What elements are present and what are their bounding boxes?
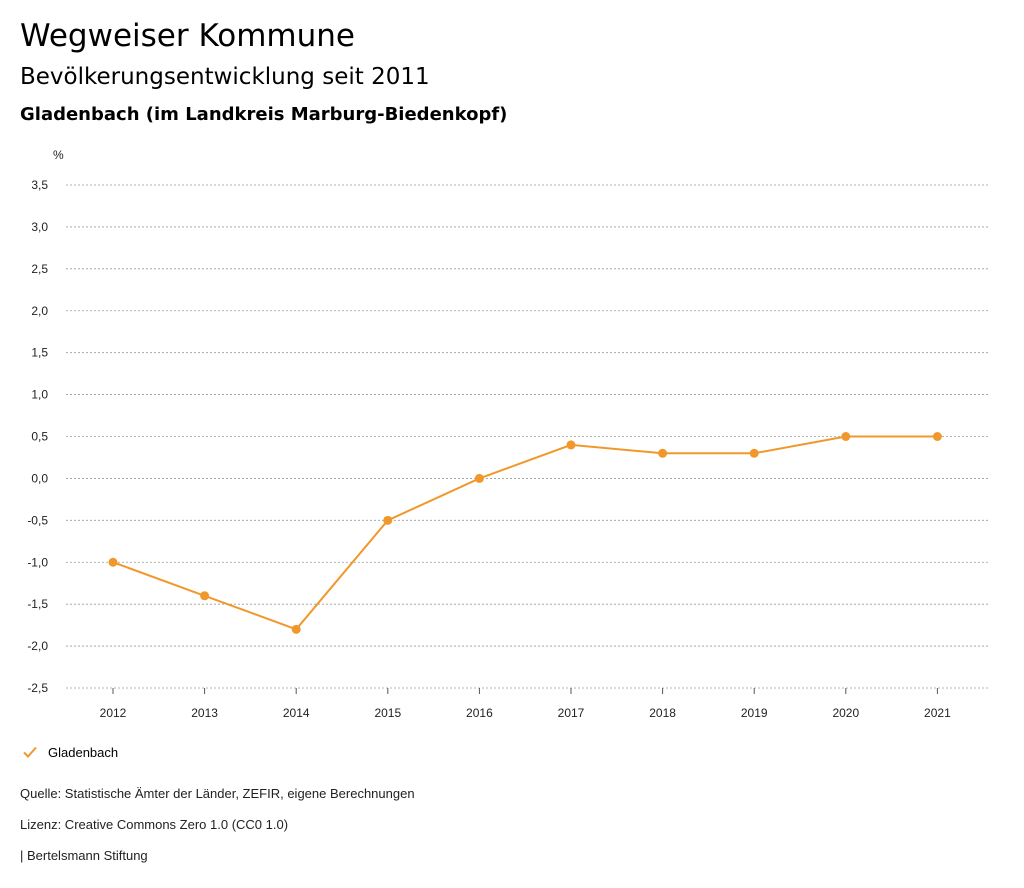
grid-lines: [66, 184, 990, 689]
y-axis-ticks: 3,5 3,0 2,5 2,0 1,5 1,0 0,5 0,0 -0,5 -1,0 -1,5 -2,0…: [27, 178, 48, 695]
legend: Gladenbach: [22, 744, 118, 760]
region-label: Gladenbach (im Landkreis Marburg-Biedenk…: [20, 104, 508, 125]
line-chart: % 3,5 3,0 2,5 2,0 1,5 1,0 0,5 0,0 -0,5 -1,0 -1,5 -2…: [27, 148, 990, 720]
y-tick-label: 1,5: [31, 346, 48, 360]
y-tick-label: -2,5: [27, 681, 48, 695]
y-tick-label: -1,0: [27, 555, 48, 569]
y-tick-label: -1,5: [27, 597, 48, 611]
y-tick-label: -0,5: [27, 513, 48, 527]
check-icon: [23, 746, 37, 758]
x-tick-label: 2019: [741, 706, 768, 720]
y-tick-label: 3,0: [31, 220, 48, 234]
x-tick-label: 2021: [924, 706, 951, 720]
y-axis-unit-label: %: [53, 148, 64, 162]
y-tick-label: 2,0: [31, 304, 48, 318]
data-point[interactable]: [200, 591, 210, 601]
legend-label: Gladenbach: [48, 744, 119, 760]
license-note: Lizenz: Creative Commons Zero 1.0 (CC0 1…: [20, 817, 289, 832]
x-tick-label: 2013: [191, 706, 218, 720]
data-point[interactable]: [291, 624, 301, 634]
series-line: [112, 435, 938, 631]
data-point[interactable]: [932, 432, 942, 441]
data-point[interactable]: [658, 448, 668, 458]
x-tick-label: 2017: [558, 706, 585, 720]
series-gladenbach: [108, 432, 942, 634]
x-axis-ticks: 2012 2013 2014 2015 2016 2017 2018 2019 2020 2021: [100, 688, 951, 720]
data-point[interactable]: [749, 448, 759, 458]
data-point[interactable]: [383, 515, 393, 525]
y-tick-label: 0,5: [31, 430, 48, 444]
data-point[interactable]: [474, 473, 484, 483]
chart-subtitle: Bevölkerungsentwicklung seit 2011: [20, 64, 430, 90]
x-tick-label: 2014: [283, 706, 310, 720]
x-tick-label: 2016: [466, 706, 493, 720]
x-tick-label: 2015: [374, 706, 401, 720]
y-tick-label: 1,0: [31, 388, 48, 402]
y-tick-label: -2,0: [27, 639, 48, 653]
page-title: Wegweiser Kommune: [20, 18, 355, 54]
publisher-note: | Bertelsmann Stiftung: [20, 848, 148, 863]
x-tick-label: 2012: [100, 706, 127, 720]
data-point[interactable]: [108, 557, 118, 567]
data-point[interactable]: [566, 440, 576, 450]
data-point[interactable]: [841, 432, 851, 441]
x-tick-label: 2018: [649, 706, 676, 720]
x-tick-label: 2020: [832, 706, 859, 720]
y-tick-label: 3,5: [31, 178, 48, 192]
y-tick-label: 2,5: [31, 262, 48, 276]
source-note: Quelle: Statistische Ämter der Länder, Z…: [20, 786, 415, 801]
y-tick-label: 0,0: [31, 471, 48, 485]
